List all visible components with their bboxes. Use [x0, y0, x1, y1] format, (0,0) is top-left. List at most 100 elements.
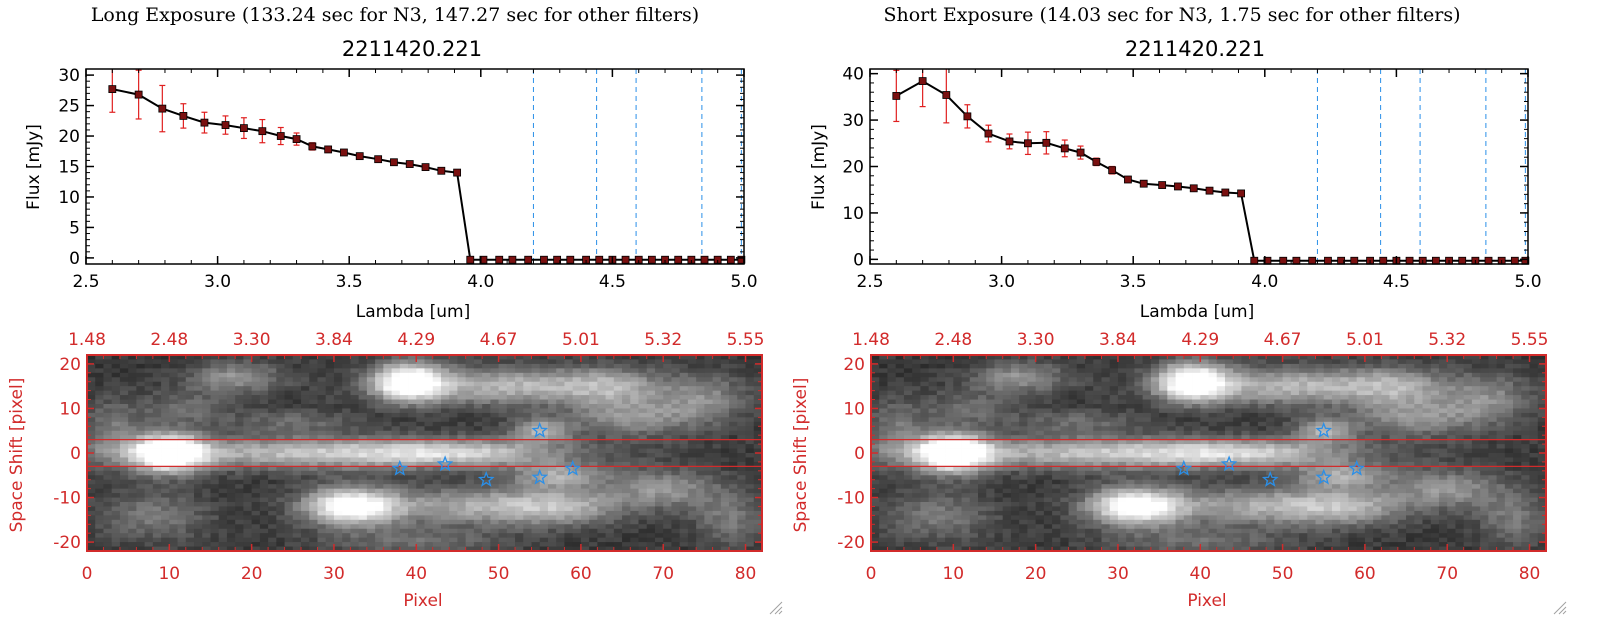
- image-pixel: [235, 363, 244, 369]
- image-pixel: [152, 395, 162, 400]
- image-pixel: [515, 448, 524, 454]
- image-pixel: [111, 448, 121, 454]
- image-pixel: [276, 502, 285, 507]
- image-pixel: [696, 417, 705, 423]
- image-pixel: [903, 493, 913, 498]
- image-pixel: [679, 390, 689, 396]
- image-pixel: [366, 546, 376, 552]
- image-pixel: [564, 426, 574, 432]
- image-pixel: [687, 479, 697, 485]
- image-pixel: [473, 368, 483, 374]
- image-pixel: [383, 377, 392, 383]
- image-pixel: [679, 493, 689, 498]
- image-pixel: [953, 506, 962, 512]
- image-pixel: [358, 484, 368, 490]
- image-pixel: [663, 363, 672, 369]
- image-pixel: [87, 412, 96, 418]
- image-pixel: [490, 542, 499, 547]
- image-pixel: [408, 488, 417, 494]
- image-pixel: [243, 408, 253, 414]
- image-pixel: [333, 457, 343, 463]
- image-pixel: [268, 372, 277, 378]
- image-pixel: [753, 426, 763, 432]
- image-pixel: [696, 528, 705, 534]
- image-pixel: [333, 399, 343, 405]
- image-pixel: [128, 542, 137, 547]
- image-pixel: [531, 386, 541, 392]
- image-pixel: [342, 399, 351, 405]
- image-pixel: [654, 510, 664, 516]
- image-pixel: [243, 430, 253, 436]
- image-pixel: [128, 426, 137, 432]
- image-pixel: [416, 372, 425, 378]
- image-pixel: [580, 355, 590, 360]
- image-pixel: [449, 395, 458, 400]
- image-pixel: [515, 390, 524, 396]
- image-pixel: [161, 484, 170, 490]
- image-pixel: [169, 372, 178, 378]
- image-pixel: [268, 528, 277, 534]
- image-pixel: [161, 470, 170, 476]
- image-pixel: [95, 421, 104, 427]
- data-point: [374, 155, 383, 164]
- image-pixel: [589, 435, 598, 441]
- image-pixel: [185, 448, 195, 454]
- image-pixel: [696, 386, 705, 392]
- image-pixel: [383, 395, 392, 400]
- image-pixel: [284, 506, 294, 512]
- image-pixel: [879, 493, 888, 498]
- image-pixel: [103, 355, 113, 360]
- image-pixel: [276, 417, 285, 423]
- image-pixel: [663, 470, 672, 476]
- image-pixel: [687, 421, 697, 427]
- image-pixel: [440, 417, 450, 423]
- image-pixel: [630, 488, 639, 494]
- image-pixel: [473, 390, 483, 396]
- image-pixel: [177, 542, 187, 547]
- image-pixel: [375, 466, 384, 472]
- image-pixel: [408, 510, 417, 516]
- image-pixel: [920, 466, 930, 472]
- image-pixel: [638, 399, 648, 405]
- image-pixel: [251, 488, 261, 494]
- image-pixel: [408, 377, 417, 383]
- image-pixel: [928, 493, 938, 498]
- image-pixel: [986, 448, 995, 454]
- image-pixel: [416, 470, 425, 476]
- image-pixel: [292, 417, 302, 423]
- image-pixel: [161, 457, 170, 463]
- image-pixel: [498, 537, 508, 543]
- image-pixel: [654, 470, 664, 476]
- image-pixel: [416, 533, 425, 539]
- image-pixel: [144, 542, 154, 547]
- image-pixel: [465, 510, 475, 516]
- image-pixel: [128, 377, 137, 383]
- image-pixel: [366, 524, 376, 530]
- image-pixel: [879, 519, 888, 525]
- image-pixel: [523, 497, 532, 503]
- image-pixel: [978, 444, 987, 449]
- image-pixel: [605, 466, 615, 472]
- image-pixel: [712, 479, 722, 485]
- image-pixel: [556, 475, 565, 481]
- image-pixel: [903, 390, 913, 396]
- image-pixel: [871, 381, 880, 387]
- image-pixel: [671, 355, 681, 360]
- image-pixel: [87, 359, 96, 365]
- image-pixel: [589, 404, 598, 409]
- image-pixel: [375, 359, 384, 365]
- image-pixel: [646, 488, 656, 494]
- image-pixel: [986, 408, 995, 414]
- image-pixel: [342, 515, 351, 521]
- image-pixel: [737, 399, 746, 405]
- image-pixel: [679, 475, 689, 481]
- image-pixel: [572, 381, 582, 387]
- image-pixel: [928, 412, 938, 418]
- image-pixel: [928, 390, 938, 396]
- image-pixel: [564, 359, 574, 365]
- image-pixel: [506, 404, 516, 409]
- image-pixel: [87, 502, 96, 507]
- image-pixel: [523, 355, 532, 360]
- image-pixel: [284, 510, 294, 516]
- image-pixel: [572, 475, 582, 481]
